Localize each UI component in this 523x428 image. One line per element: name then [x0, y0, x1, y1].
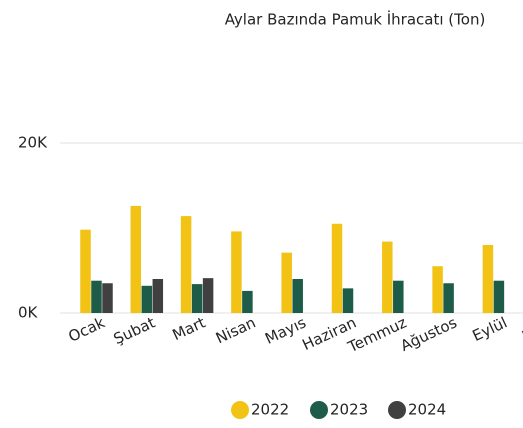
- x-tick-label: Ağustos: [398, 313, 460, 355]
- bar: [80, 229, 91, 313]
- bar: [141, 285, 153, 313]
- bar: [331, 223, 343, 313]
- bar: [342, 288, 354, 313]
- x-tick-label: Ekim: [519, 313, 523, 345]
- x-tick-label: Ocak: [66, 313, 108, 345]
- legend-label: 2024: [408, 401, 446, 419]
- legend-swatch: [231, 401, 249, 419]
- bar: [102, 283, 113, 313]
- legend-label: 2023: [330, 401, 368, 419]
- bar: [152, 279, 164, 313]
- bar: [281, 252, 292, 313]
- x-tick-label: Nisan: [213, 313, 259, 347]
- bar: [292, 279, 303, 313]
- x-tick-label: Eylül: [470, 313, 510, 345]
- bar: [231, 231, 242, 313]
- bar: [443, 283, 454, 313]
- y-tick-label: 0K: [18, 304, 39, 322]
- bar: [180, 216, 192, 313]
- bar: [242, 290, 253, 313]
- bar: [432, 266, 443, 313]
- legend-swatch: [388, 401, 406, 419]
- bar: [191, 284, 203, 313]
- x-tick-label: Şubat: [111, 313, 158, 348]
- bar: [493, 280, 505, 313]
- bar: [91, 280, 102, 313]
- bar: [482, 245, 494, 313]
- bar: [202, 278, 214, 313]
- legend-label: 2022: [251, 401, 289, 419]
- legend-swatch: [310, 401, 328, 419]
- y-tick-label: 20K: [18, 134, 48, 152]
- bar: [393, 280, 404, 313]
- chart-title: Aylar Bazında Pamuk İhracatı (Ton): [225, 10, 486, 29]
- bar: [130, 205, 142, 313]
- bar: [382, 241, 393, 313]
- x-tick-label: Mart: [170, 313, 209, 344]
